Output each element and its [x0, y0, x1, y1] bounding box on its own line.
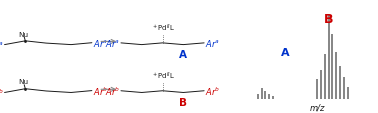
Text: Nu: Nu — [19, 79, 28, 85]
Text: Ar$^{b}$: Ar$^{b}$ — [205, 85, 220, 97]
Text: Ar$^{a}$: Ar$^{a}$ — [0, 40, 4, 51]
Bar — [339, 67, 341, 99]
Bar — [316, 80, 318, 99]
Text: A: A — [281, 47, 290, 57]
Text: Ar$^{a}$: Ar$^{a}$ — [105, 38, 120, 49]
Bar — [343, 78, 345, 99]
Text: $^+$Pd$^{II}$L: $^+$Pd$^{II}$L — [150, 70, 175, 81]
Text: Ar$^{b}$: Ar$^{b}$ — [105, 85, 120, 97]
Text: $^+$Pd$^{II}$L: $^+$Pd$^{II}$L — [150, 22, 175, 34]
Bar — [260, 89, 263, 99]
Text: B: B — [324, 13, 333, 26]
Text: Ar$^{b}$: Ar$^{b}$ — [0, 87, 4, 99]
Bar — [272, 96, 274, 99]
Text: B: B — [179, 97, 187, 107]
Text: Ar$^{b}$: Ar$^{b}$ — [93, 85, 108, 97]
Bar — [320, 71, 322, 99]
Text: A: A — [179, 50, 187, 60]
Bar — [268, 94, 270, 99]
Bar — [335, 52, 337, 99]
Bar — [257, 94, 259, 99]
Bar — [328, 16, 330, 99]
Text: m/z: m/z — [310, 102, 325, 111]
Bar — [324, 54, 326, 99]
Bar — [347, 87, 349, 99]
Bar — [264, 91, 266, 99]
Text: Ar$^{a}$: Ar$^{a}$ — [93, 38, 108, 49]
Bar — [332, 34, 333, 99]
Text: Ar$^{a}$: Ar$^{a}$ — [205, 38, 220, 49]
Text: Nu: Nu — [19, 31, 28, 37]
